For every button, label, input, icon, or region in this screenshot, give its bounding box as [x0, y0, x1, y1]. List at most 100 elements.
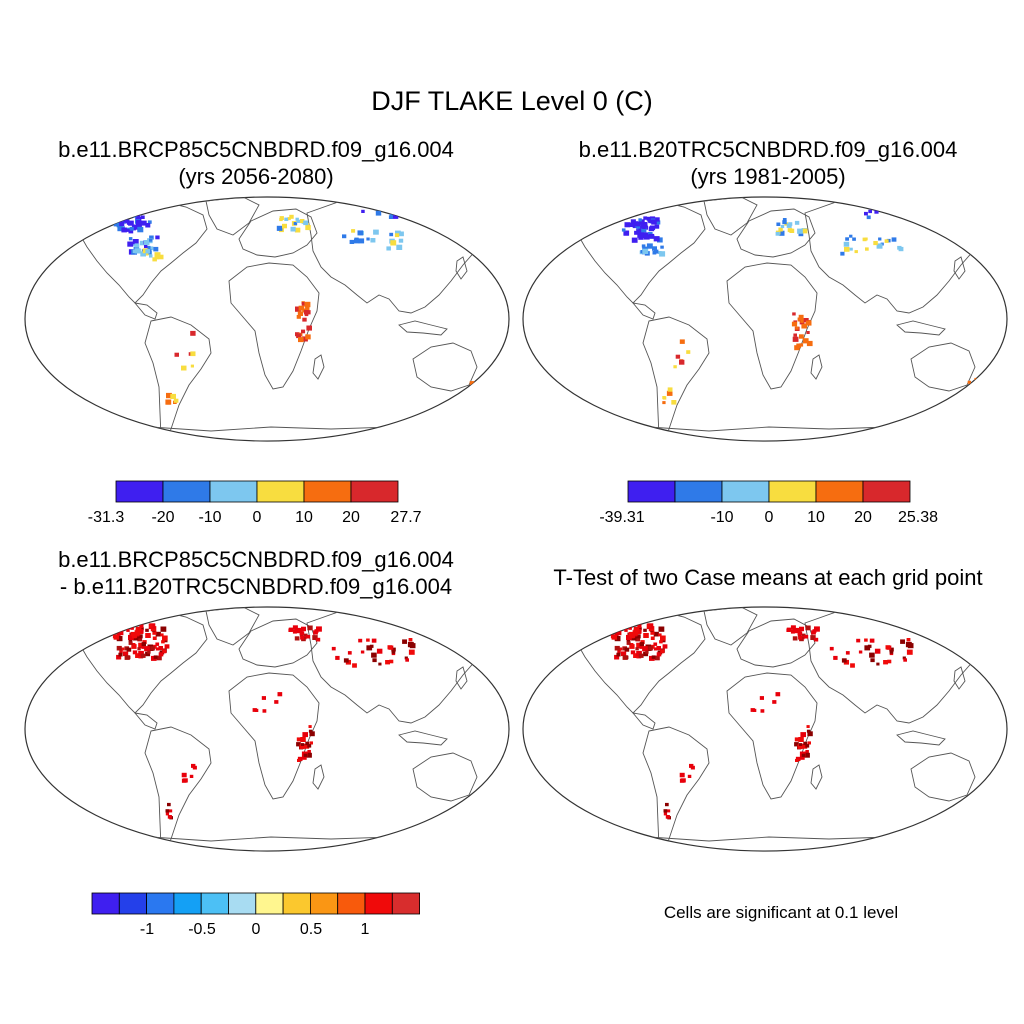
grid-cell	[628, 222, 634, 227]
grid-cell	[378, 662, 382, 666]
grid-cell	[388, 215, 393, 219]
grid-cell	[793, 333, 797, 337]
panel4-title-line1: T-Test of two Case means at each grid po…	[553, 565, 983, 590]
grid-cell	[144, 245, 148, 249]
map-frame	[24, 606, 510, 852]
grid-cell	[116, 626, 122, 631]
grid-cell	[120, 218, 126, 224]
grid-cell	[130, 626, 134, 630]
grid-cell	[384, 206, 388, 210]
grid-cell	[166, 392, 172, 399]
grid-cell	[349, 239, 355, 244]
grid-cell	[132, 239, 139, 245]
grid-cell	[883, 660, 888, 665]
grid-cell	[284, 217, 288, 221]
grid-cell	[632, 630, 639, 636]
grid-cell	[638, 218, 642, 222]
grid-cell	[653, 642, 658, 646]
grid-cell	[134, 243, 140, 248]
grid-cell	[155, 647, 160, 651]
grid-cell	[150, 646, 155, 651]
grid-cell	[800, 319, 804, 323]
grid-cell	[659, 251, 666, 257]
grid-cell	[139, 629, 144, 633]
grid-cell	[149, 235, 154, 240]
grid-cell	[288, 627, 294, 632]
grid-cells	[111, 623, 416, 820]
grid-cell	[635, 637, 641, 642]
grid-cell	[887, 659, 892, 664]
grid-cell	[394, 233, 400, 238]
grid-cell	[795, 326, 799, 330]
grid-cell	[654, 655, 660, 661]
grid-cell	[787, 228, 793, 233]
colorbar-box	[674, 480, 723, 503]
grid-cell	[405, 658, 409, 662]
grid-cell	[297, 311, 303, 316]
grid-cell	[118, 652, 123, 657]
grid-cell	[137, 637, 143, 642]
grid-cell	[641, 244, 646, 248]
grid-cell	[294, 628, 300, 634]
grid-cell	[833, 655, 838, 660]
grid-cell	[135, 653, 141, 658]
grid-cell	[798, 231, 804, 237]
grid-cell	[798, 737, 804, 742]
grid-cell	[792, 628, 798, 634]
grid-cell	[967, 380, 971, 384]
grid-cell	[886, 238, 891, 243]
grid-cell	[137, 647, 141, 651]
colorbar-tick-label: -31.3	[88, 509, 125, 526]
grid-cell	[302, 336, 308, 342]
grid-cell	[279, 218, 283, 222]
grid-cell	[261, 696, 266, 700]
grid-cell	[778, 227, 783, 232]
map-panel-diff	[24, 606, 510, 852]
grid-cell	[343, 658, 349, 663]
grid-cell	[119, 221, 125, 227]
grid-cell	[135, 626, 142, 632]
grid-cell	[666, 809, 671, 813]
grid-cell	[614, 626, 620, 631]
colorbar-tick-label: 0	[253, 509, 262, 526]
grid-cell	[147, 220, 152, 224]
grid-cell	[117, 226, 123, 232]
grid-cell	[116, 636, 123, 642]
colorbar-box	[768, 480, 817, 503]
grid-cell	[161, 640, 165, 644]
grid-cell	[650, 636, 655, 640]
grid-cell	[139, 624, 144, 628]
colorbar-diff: -1 -0.5 0 0.5 1	[91, 892, 420, 938]
grid-cell	[125, 219, 130, 224]
grid-cell	[144, 241, 149, 245]
grid-cell	[316, 626, 322, 632]
colorbar-case1: -31.3 -20 -10 0 10 20 27.7	[88, 480, 422, 526]
grid-cell	[792, 636, 798, 641]
grid-cell	[181, 365, 187, 371]
grid-cell	[643, 234, 650, 240]
grid-cell	[639, 646, 643, 649]
grid-cell	[116, 654, 122, 660]
grid-cell	[638, 235, 644, 240]
map-frame	[522, 606, 1008, 852]
grid-cell	[299, 744, 305, 750]
grid-cell	[132, 249, 137, 254]
colorbar-tick-label: 0	[252, 921, 261, 938]
grid-cell	[294, 227, 301, 233]
grid-cell	[252, 708, 257, 712]
grid-cell	[123, 218, 128, 223]
colorbar-box	[115, 480, 164, 503]
grid-cell	[663, 812, 668, 816]
grid-cell	[656, 646, 661, 651]
grid-cell	[799, 626, 804, 632]
grid-cell	[191, 763, 196, 768]
colorbar-box	[862, 480, 911, 503]
grid-cell	[797, 228, 803, 234]
grid-cell	[301, 626, 306, 632]
grid-cell	[141, 642, 146, 647]
grid-cell	[869, 638, 875, 643]
grid-cell	[376, 648, 383, 654]
grid-cell	[878, 237, 882, 241]
grid-cell	[658, 633, 662, 637]
grid-cell	[303, 753, 308, 757]
